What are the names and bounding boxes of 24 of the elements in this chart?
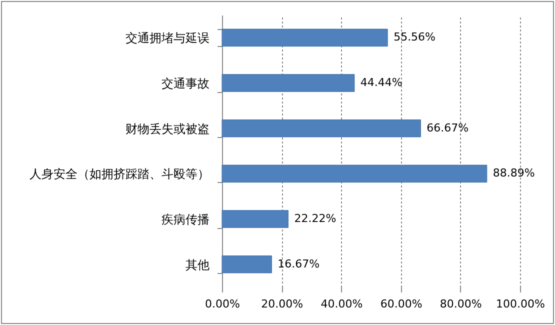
y-tick-label: 人身安全（如拥挤踩踏、斗殴等）: [30, 167, 210, 182]
x-tick-label: 100.00%: [496, 298, 545, 310]
y-tick-label: 交通拥堵与延误: [126, 31, 210, 46]
y-tick-label: 其他: [186, 258, 210, 272]
data-label: 88.89%: [492, 166, 535, 180]
bar: [222, 255, 272, 274]
data-label: 55.56%: [394, 30, 436, 44]
data-label: 44.44%: [360, 76, 402, 89]
bar: [222, 164, 488, 183]
bar: [222, 74, 355, 92]
data-label: 22.22%: [294, 212, 336, 225]
bar: [222, 28, 388, 47]
y-tick-label: 财物丢失或被盗: [126, 122, 210, 136]
y-tick-label: 交通事故: [162, 76, 210, 90]
x-tick-label: 0.00%: [205, 298, 240, 310]
x-tick-label: 60.00%: [380, 298, 422, 310]
data-label: 66.67%: [426, 121, 469, 134]
bar: [222, 119, 421, 138]
x-tick-label: 40.00%: [320, 298, 363, 310]
x-tick-label: 20.00%: [261, 298, 304, 310]
y-tick-label: 疾病传播: [162, 212, 210, 226]
bar: [222, 210, 288, 228]
data-label: 16.67%: [278, 257, 320, 270]
x-tick-label: 80.00%: [440, 298, 482, 310]
